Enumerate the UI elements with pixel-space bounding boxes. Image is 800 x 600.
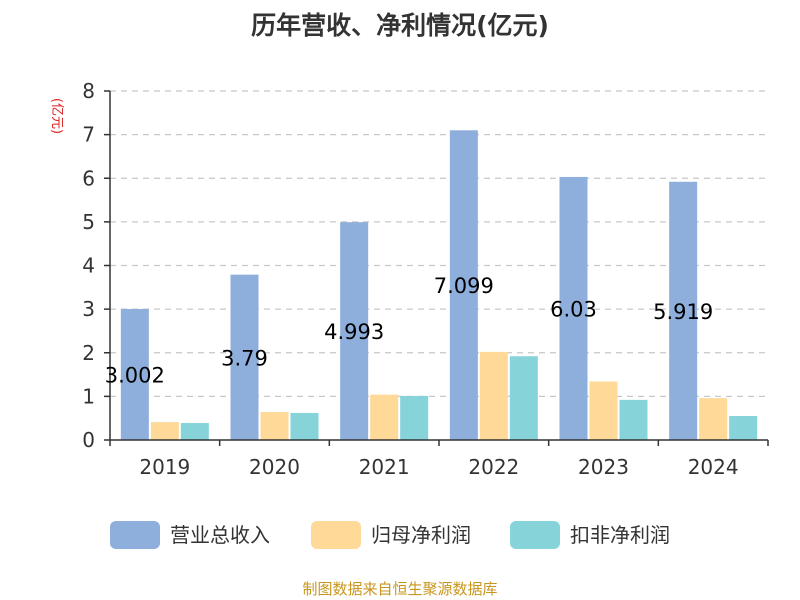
bar	[589, 381, 618, 440]
data-label: 7.099	[434, 274, 494, 298]
x-tick-label: 2021	[359, 455, 410, 479]
data-label: 3.002	[105, 364, 165, 388]
legend-swatch	[311, 521, 361, 549]
legend-swatch	[510, 521, 560, 549]
y-tick-label: 2	[82, 341, 95, 365]
axis-layer: 0 1 2 3 4 5 6 7 8 (亿元) 2019 2020 2021 2022 2023 2024	[49, 79, 769, 479]
bar	[479, 351, 508, 440]
x-tick-label: 2023	[578, 455, 629, 479]
bar	[230, 274, 259, 440]
x-tick-label: 2022	[468, 455, 519, 479]
y-tick-label: 3	[82, 297, 95, 321]
legend-label: 扣非净利润	[570, 523, 670, 547]
bar	[449, 130, 478, 440]
bar	[340, 222, 369, 440]
bar	[669, 181, 698, 440]
x-tick-label: 2024	[688, 455, 739, 479]
bar	[400, 395, 429, 440]
y-tick-label: 0	[82, 428, 95, 452]
legend: 营业总收入 归母净利润 扣非净利润	[110, 521, 670, 549]
data-label: 3.79	[221, 346, 268, 370]
bar	[619, 399, 648, 440]
y-tick-label: 6	[82, 166, 95, 190]
bar	[260, 412, 289, 440]
y-axis-unit-label: (亿元)	[49, 98, 64, 134]
data-label: 4.993	[324, 320, 384, 344]
label-layer: 3.002 3.79 4.993 7.099 6.03 5.919	[105, 274, 713, 387]
data-label: 6.03	[550, 297, 597, 321]
source-note: 制图数据来自恒生聚源数据库	[302, 580, 498, 598]
y-tick-label: 7	[82, 123, 95, 147]
y-tick-label: 1	[82, 384, 95, 408]
bar	[290, 412, 319, 440]
bar	[120, 309, 149, 440]
legend-label: 归母净利润	[371, 523, 471, 547]
bar	[370, 394, 399, 440]
legend-swatch	[110, 521, 160, 549]
y-tick-label: 5	[82, 210, 95, 234]
x-tick-label: 2020	[249, 455, 300, 479]
y-tick-label: 4	[82, 254, 95, 278]
legend-label: 营业总收入	[170, 523, 270, 547]
chart-title: 历年营收、净利情况(亿元)	[251, 11, 549, 40]
x-tick-label: 2019	[139, 455, 190, 479]
y-tick-label: 8	[82, 79, 95, 103]
bar-layer	[120, 130, 758, 440]
bar	[729, 416, 758, 440]
data-label: 5.919	[653, 300, 713, 324]
bar	[509, 356, 538, 440]
bar	[150, 422, 179, 440]
bar	[559, 176, 588, 440]
bar	[699, 398, 728, 440]
bar	[180, 422, 209, 440]
